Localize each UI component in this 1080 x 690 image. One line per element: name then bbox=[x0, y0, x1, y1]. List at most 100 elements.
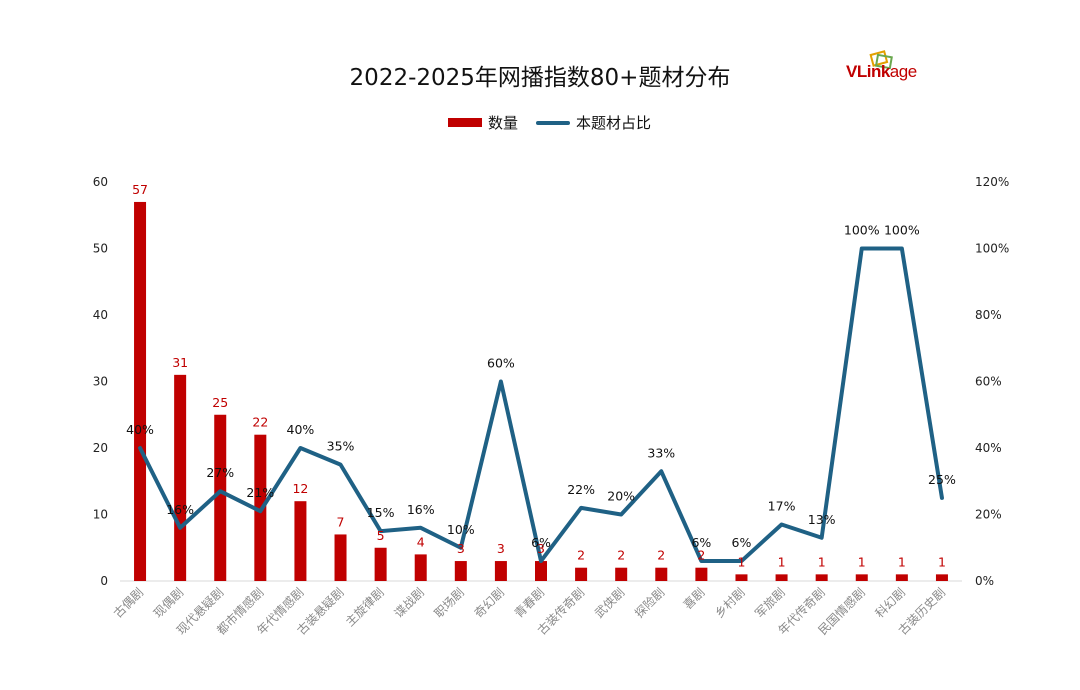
x-category-label: 科幻剧 bbox=[873, 585, 908, 620]
bar-count bbox=[334, 534, 347, 581]
bar-count bbox=[895, 574, 908, 581]
bar-data-label: 31 bbox=[172, 355, 188, 370]
x-category-label: 乡村剧 bbox=[712, 585, 747, 620]
bar-data-label: 3 bbox=[497, 541, 505, 556]
bar-count bbox=[414, 554, 427, 581]
bar-data-label: 3 bbox=[457, 541, 465, 556]
x-category-label: 探险剧 bbox=[631, 585, 667, 621]
legend: 数量 本题材占比 bbox=[0, 112, 1080, 134]
bar-data-label: 5 bbox=[377, 528, 385, 543]
line-data-label: 33% bbox=[647, 445, 675, 460]
legend-bar-swatch bbox=[448, 118, 482, 127]
line-data-label: 17% bbox=[768, 498, 796, 513]
x-category-label: 主旋律剧 bbox=[343, 585, 387, 629]
line-data-label: 6% bbox=[531, 535, 551, 550]
logo-text-tail: age bbox=[889, 62, 917, 81]
line-data-label: 100% bbox=[884, 223, 920, 238]
bar-count bbox=[294, 501, 307, 581]
x-category-label: 谍战剧 bbox=[391, 585, 426, 620]
line-data-label: 60% bbox=[487, 356, 515, 371]
legend-item-share: 本题材占比 bbox=[536, 112, 651, 133]
bar-count bbox=[935, 574, 948, 581]
bar-count bbox=[815, 574, 828, 581]
bar-data-label: 1 bbox=[858, 554, 866, 569]
y-right-tick-label: 60% bbox=[975, 375, 1002, 389]
line-data-label: 40% bbox=[287, 422, 315, 437]
line-data-label: 21% bbox=[246, 485, 274, 500]
y-left-tick-label: 60 bbox=[93, 175, 108, 189]
line-data-label: 20% bbox=[607, 489, 635, 504]
bar-data-label: 1 bbox=[737, 554, 745, 569]
logo-mark-icon bbox=[869, 50, 893, 70]
bar-count bbox=[735, 574, 748, 581]
bar-data-label: 1 bbox=[938, 554, 946, 569]
legend-line-label: 本题材占比 bbox=[576, 114, 652, 132]
line-data-label: 16% bbox=[166, 502, 194, 517]
line-data-label: 15% bbox=[367, 505, 395, 520]
bar-data-label: 57 bbox=[132, 182, 148, 197]
bar-data-label: 1 bbox=[778, 554, 786, 569]
bar-count bbox=[855, 574, 868, 581]
bar-data-label: 3 bbox=[537, 541, 545, 556]
y-right-tick-label: 40% bbox=[975, 441, 1002, 455]
y-left-tick-label: 40 bbox=[93, 308, 108, 322]
y-left-tick-label: 50 bbox=[93, 242, 108, 256]
x-category-label: 古偶剧 bbox=[110, 585, 146, 621]
bar-data-label: 12 bbox=[292, 481, 308, 496]
bar-data-label: 22 bbox=[252, 415, 268, 430]
line-data-label: 25% bbox=[928, 472, 956, 487]
logo-text: VLinkage bbox=[846, 62, 917, 82]
bar-count bbox=[214, 414, 227, 581]
y-right-tick-label: 100% bbox=[975, 242, 1009, 256]
bar-data-label: 4 bbox=[417, 534, 425, 549]
vlinkage-logo: VLinkage bbox=[846, 50, 946, 86]
bar-data-label: 2 bbox=[697, 548, 705, 563]
legend-bar-label: 数量 bbox=[488, 114, 519, 132]
bar-data-label: 1 bbox=[818, 554, 826, 569]
bar-data-label: 1 bbox=[898, 554, 906, 569]
y-left-tick-label: 10 bbox=[93, 508, 108, 522]
bar-data-label: 2 bbox=[657, 548, 665, 563]
x-category-label: 喜剧 bbox=[681, 585, 708, 612]
y-left-tick-label: 20 bbox=[93, 441, 108, 455]
line-data-label: 13% bbox=[808, 512, 836, 527]
bar-count bbox=[775, 574, 788, 581]
bar-data-label: 7 bbox=[337, 514, 345, 529]
bar-count bbox=[374, 547, 387, 581]
line-data-label: 27% bbox=[206, 465, 234, 480]
bar-data-label: 2 bbox=[617, 548, 625, 563]
x-category-label: 现偶剧 bbox=[151, 585, 186, 620]
x-category-label: 武侠剧 bbox=[592, 585, 627, 620]
bar-count bbox=[535, 561, 547, 581]
bar-count bbox=[494, 561, 507, 581]
line-data-label: 100% bbox=[844, 223, 880, 238]
bar-count bbox=[695, 567, 708, 581]
x-category-label: 职场剧 bbox=[432, 585, 467, 620]
line-data-label: 6% bbox=[732, 535, 752, 550]
bar-count bbox=[655, 567, 668, 581]
line-data-label: 35% bbox=[327, 439, 355, 454]
legend-line-swatch bbox=[536, 120, 570, 125]
line-data-label: 16% bbox=[407, 502, 435, 517]
bar-count bbox=[615, 567, 628, 581]
y-right-tick-label: 120% bbox=[975, 175, 1009, 189]
bar-data-label: 25 bbox=[212, 395, 228, 410]
bar-count bbox=[134, 201, 147, 581]
y-right-tick-label: 0% bbox=[975, 574, 994, 588]
bar-count bbox=[454, 561, 467, 581]
legend-item-count: 数量 bbox=[448, 112, 518, 133]
x-category-label: 奇幻剧 bbox=[472, 585, 507, 620]
line-share bbox=[138, 246, 944, 564]
bar-count bbox=[174, 374, 187, 581]
y-left-tick-label: 30 bbox=[93, 375, 108, 389]
x-category-label: 青春剧 bbox=[512, 585, 547, 620]
y-right-tick-label: 20% bbox=[975, 508, 1002, 522]
line-data-label: 6% bbox=[691, 535, 711, 550]
line-data-label: 40% bbox=[126, 422, 154, 437]
line-data-label: 22% bbox=[567, 482, 595, 497]
y-left-tick-label: 0 bbox=[100, 574, 108, 588]
line-data-label: 10% bbox=[447, 522, 475, 537]
x-category-label: 军旅剧 bbox=[752, 585, 787, 620]
logo-text-main: VLink bbox=[846, 62, 890, 81]
